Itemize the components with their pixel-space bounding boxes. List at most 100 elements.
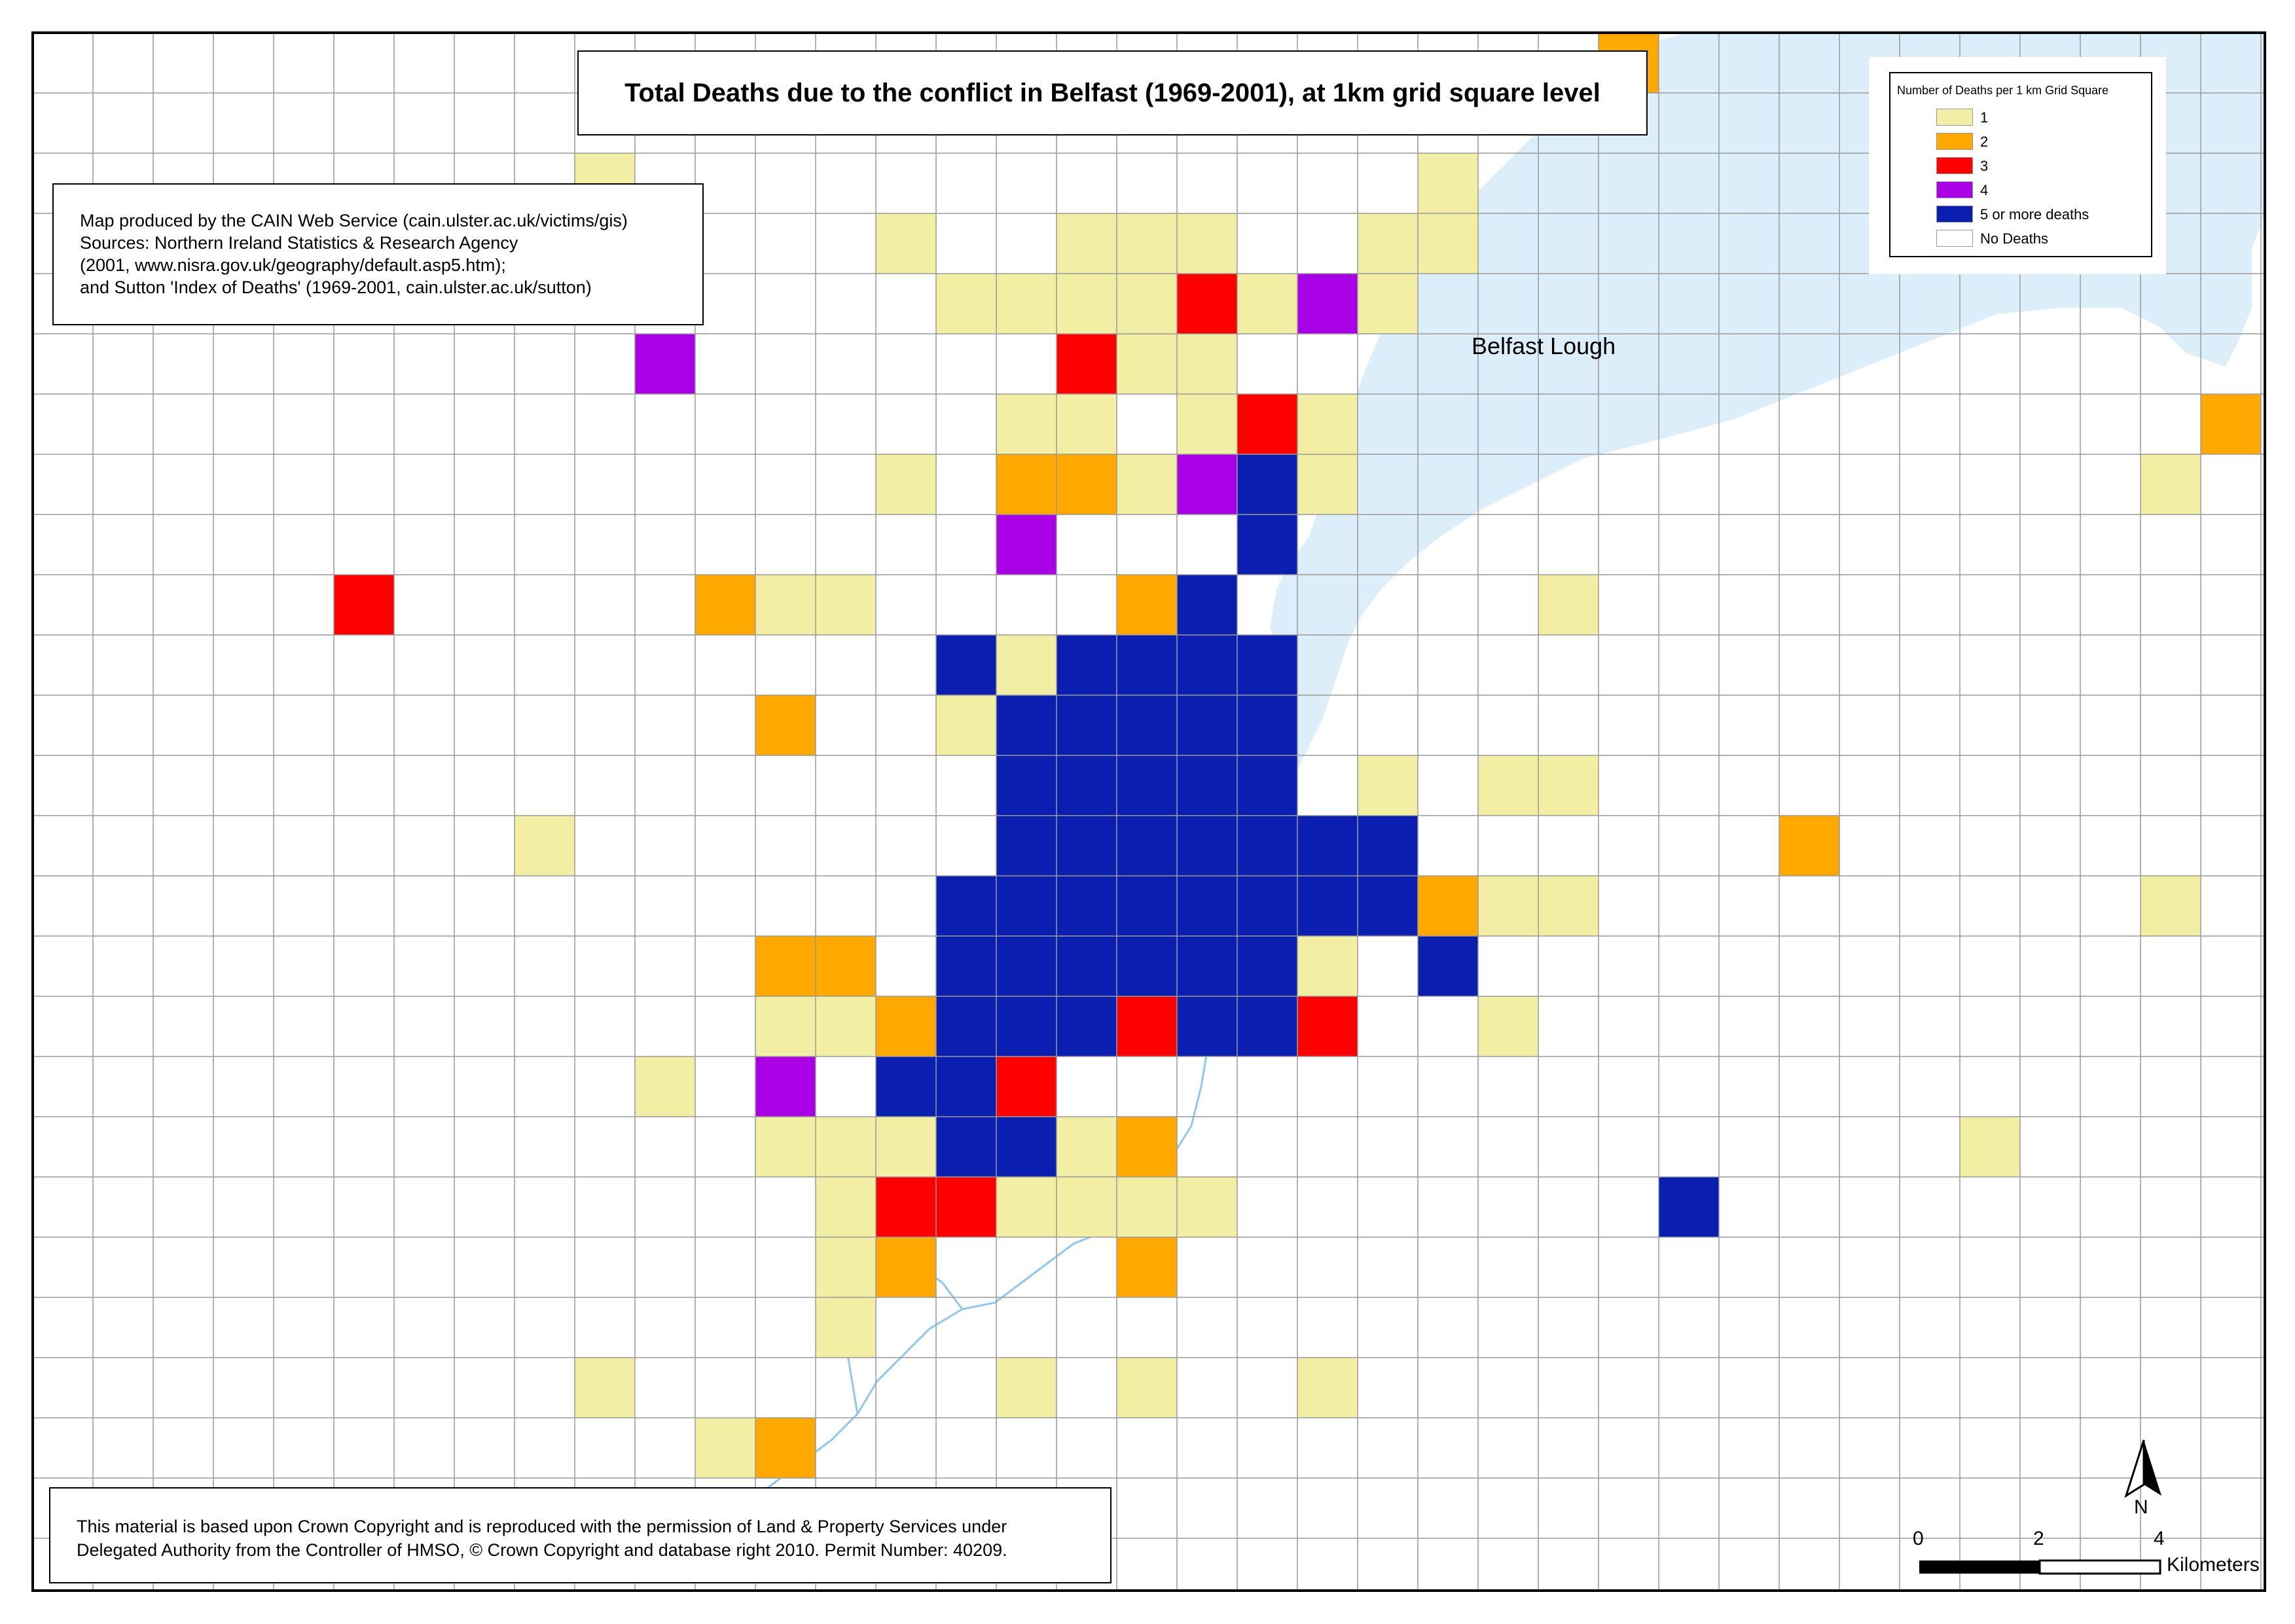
grid-cell-level-1 (1538, 876, 1599, 936)
grid-cell-level-1 (876, 213, 936, 274)
grid-cell-level-5 (1237, 454, 1297, 514)
grid-cell-level-1 (876, 454, 936, 514)
grid-cell-level-4 (1297, 274, 1358, 334)
map-title: Total Deaths due to the conflict in Belf… (624, 78, 1600, 107)
grid-cell-level-1 (2141, 876, 2201, 936)
grid-cell-level-5 (1177, 996, 1237, 1056)
grid-cell-level-5 (1177, 876, 1237, 936)
grid-cell-level-3 (996, 1056, 1057, 1117)
grid-cell-level-5 (1057, 816, 1117, 876)
grid-cell-level-5 (1057, 876, 1117, 936)
legend-swatch-4 (1936, 181, 1973, 198)
grid-cell-level-4 (635, 334, 695, 394)
grid-cell-level-1 (1960, 1117, 2020, 1177)
grid-cell-level-1 (1418, 213, 1478, 274)
grid-cell-level-1 (1117, 1358, 1177, 1418)
grid-cell-level-1 (1358, 213, 1418, 274)
grid-cell-level-5 (1237, 514, 1297, 575)
grid-cell-level-1 (755, 1117, 816, 1177)
grid-cell-level-5 (996, 936, 1057, 996)
copyright-line: This material is based upon Crown Copyri… (77, 1517, 1007, 1536)
grid-cell-level-5 (1358, 816, 1418, 876)
grid-cell-level-1 (1117, 213, 1177, 274)
grid-cell-level-1 (996, 1177, 1057, 1237)
grid-cell-level-2 (996, 454, 1057, 514)
grid-cell-level-2 (1117, 575, 1177, 635)
grid-cell-level-2 (816, 936, 876, 996)
copyright-box: This material is based upon Crown Copyri… (49, 1487, 1111, 1583)
grid-cell-level-3 (1177, 274, 1237, 334)
grid-cell-level-1 (1177, 1177, 1237, 1237)
grid-cell-level-2 (695, 575, 755, 635)
legend-swatch-5 (1936, 206, 1973, 223)
belfast-lough-label: Belfast Lough (1472, 333, 1616, 359)
grid-cell-level-1 (816, 996, 876, 1056)
grid-cell-level-1 (1117, 454, 1177, 514)
legend-box (1889, 72, 2152, 257)
grid-cell-level-1 (1117, 1177, 1177, 1237)
grid-cell-level-5 (1057, 695, 1117, 755)
grid-cell-level-1 (755, 996, 816, 1056)
grid-cell-level-2 (876, 1237, 936, 1297)
credit-line: and Sutton 'Index of Deaths' (1969-2001,… (80, 278, 592, 297)
grid-cell-level-1 (1538, 575, 1599, 635)
legend-label-4: 4 (1980, 182, 1989, 198)
grid-cell-level-4 (1177, 454, 1237, 514)
grid-cells (334, 33, 2261, 1478)
credit-line: (2001, www.nisra.gov.uk/geography/defaul… (80, 255, 506, 275)
map-title-box: Total Deaths due to the conflict in Belf… (577, 50, 1648, 135)
credit-line: Sources: Northern Ireland Statistics & R… (80, 233, 518, 253)
grid-cell-level-1 (755, 575, 816, 635)
legend-swatch-1 (1936, 109, 1973, 126)
grid-cell-level-5 (1177, 816, 1237, 876)
grid-cell-level-1 (1177, 334, 1237, 394)
grid-cell-level-1 (996, 1358, 1057, 1418)
grid-cell-level-1 (936, 695, 996, 755)
grid-cell-level-1 (996, 635, 1057, 695)
grid-cell-level-5 (936, 1117, 996, 1177)
grid-cell-level-1 (1057, 1177, 1117, 1237)
legend-title: Number of Deaths per 1 km Grid Square (1897, 84, 2109, 97)
grid-cell-level-5 (1057, 996, 1117, 1056)
grid-cell-level-1 (515, 816, 575, 876)
credit-line: Map produced by the CAIN Web Service (ca… (80, 211, 628, 230)
grid-cell-level-2 (755, 936, 816, 996)
grid-cell-level-1 (1478, 996, 1538, 1056)
north-arrow-icon (2144, 1440, 2161, 1496)
grid-cell-level-5 (1117, 936, 1177, 996)
legend-label-0: No Deaths (1980, 230, 2048, 247)
grid-cell-level-5 (876, 1056, 936, 1117)
grid-cell-level-1 (816, 1237, 876, 1297)
grid-cell-level-5 (1237, 695, 1297, 755)
legend-swatch-0 (1936, 230, 1973, 247)
grid-cell-level-1 (1057, 274, 1117, 334)
scale-tick-2: 2 (2033, 1528, 2044, 1549)
grid-cell-level-1 (876, 1117, 936, 1177)
grid-cell-level-5 (996, 816, 1057, 876)
grid-cell-level-1 (1418, 153, 1478, 213)
grid-cell-level-5 (1177, 755, 1237, 816)
grid-cell-level-1 (2141, 454, 2201, 514)
grid-cell-level-3 (1237, 394, 1297, 454)
grid-cell-level-5 (1177, 575, 1237, 635)
legend-label-3: 3 (1980, 158, 1989, 174)
legend-label-2: 2 (1980, 134, 1989, 150)
grid-cell-level-1 (1117, 334, 1177, 394)
grid-cell-level-1 (1117, 274, 1177, 334)
grid-cell-level-5 (936, 1056, 996, 1117)
grid-cell-level-1 (1057, 394, 1117, 454)
grid-cell-level-5 (1297, 816, 1358, 876)
grid-cell-level-5 (1177, 695, 1237, 755)
grid-cell-level-1 (996, 394, 1057, 454)
grid-cell-level-3 (1297, 996, 1358, 1056)
scale-bar-segment-light (2038, 1559, 2161, 1575)
grid-cell-level-1 (635, 1056, 695, 1117)
grid-cell-level-5 (996, 755, 1057, 816)
legend-label-1: 1 (1980, 109, 1989, 126)
grid-cell-level-5 (1117, 876, 1177, 936)
grid-cell-level-5 (1297, 876, 1358, 936)
grid-cell-level-5 (996, 695, 1057, 755)
grid-cell-level-1 (1297, 936, 1358, 996)
grid-cell-level-2 (1117, 1117, 1177, 1177)
grid-cell-level-2 (755, 695, 816, 755)
